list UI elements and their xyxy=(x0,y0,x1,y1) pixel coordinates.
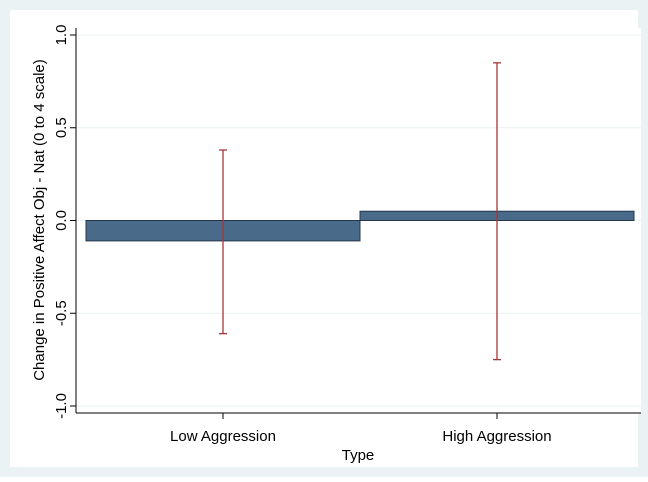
error-bars xyxy=(219,62,501,361)
y-tick-label: 0.0 xyxy=(53,210,70,231)
x-ticks: Low Aggression High Aggression xyxy=(170,413,552,445)
y-tick-label: -1.0 xyxy=(53,393,70,419)
y-tick-label: 0.5 xyxy=(53,117,70,138)
y-tick-label: 1.0 xyxy=(53,25,70,46)
x-tick-label: High Aggression xyxy=(442,428,551,445)
x-axis-label: Type xyxy=(342,447,375,464)
y-ticks: -1.0 -0.5 0.0 0.5 1.0 xyxy=(53,25,76,419)
x-tick-label: Low Aggression xyxy=(170,428,276,445)
y-tick-label: -0.5 xyxy=(53,300,70,326)
y-axis-label: Change in Positive Affect Obj - Nat (0 t… xyxy=(31,59,48,381)
